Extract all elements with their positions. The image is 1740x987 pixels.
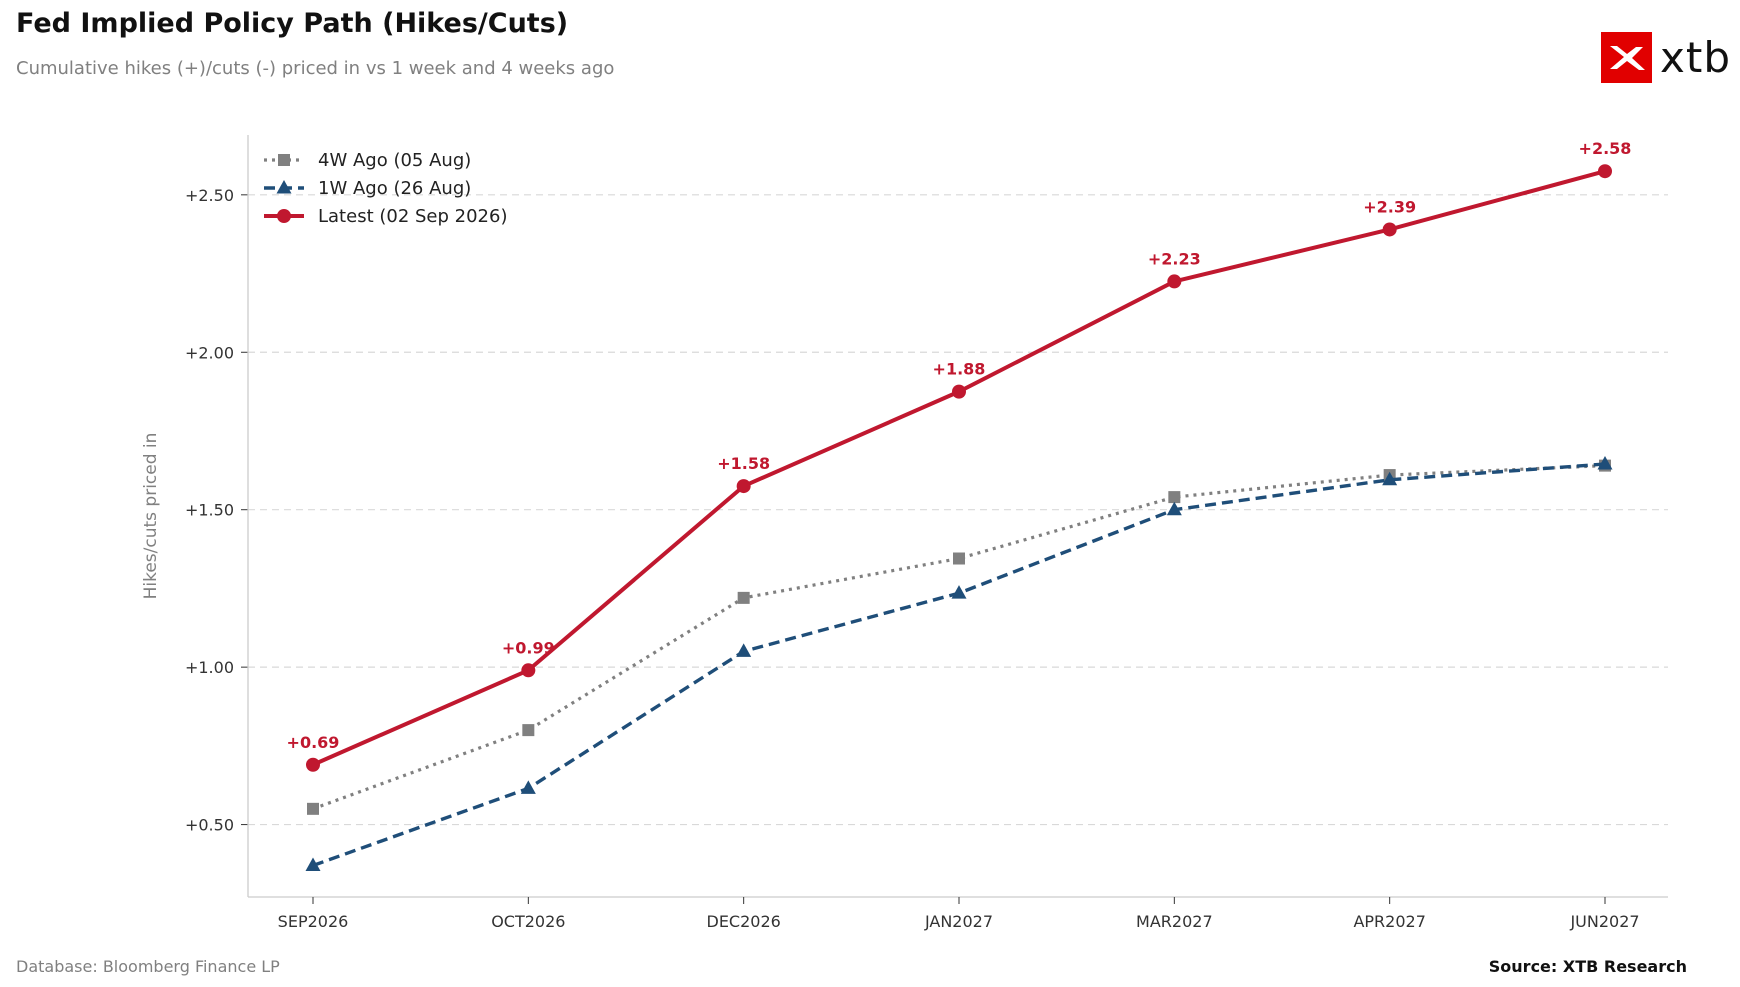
legend-item: Latest (02 Sep 2026) xyxy=(264,206,507,227)
series-2 xyxy=(305,456,1613,872)
data-point-triangle xyxy=(951,585,967,599)
series-1 xyxy=(307,459,1611,815)
data-point-circle xyxy=(1382,222,1397,237)
xtb-x-icon xyxy=(1601,32,1652,83)
data-label: +0.69 xyxy=(287,733,340,752)
data-point-circle xyxy=(1598,164,1612,179)
grid-lines xyxy=(248,194,1668,826)
chart-subtitle: Cumulative hikes (+)/cuts (-) priced in … xyxy=(16,58,615,79)
y-tick-label: +1.50 xyxy=(185,501,234,520)
brand-logo-text: xtb xyxy=(1660,33,1731,82)
series-line xyxy=(312,169,1606,767)
source-note: Source: XTB Research xyxy=(1488,957,1687,976)
data-point-triangle xyxy=(1597,456,1613,470)
data-point-triangle xyxy=(305,857,321,872)
data-point-circle xyxy=(736,479,751,494)
data-point-circle xyxy=(277,209,291,223)
x-tick-label: MAR2027 xyxy=(1136,912,1213,931)
data-label: +2.23 xyxy=(1148,249,1201,268)
legend-label: Latest (02 Sep 2026) xyxy=(318,206,507,227)
x-tick-label: OCT2026 xyxy=(491,912,565,931)
x-tick-label: APR2027 xyxy=(1353,912,1425,931)
data-point-circle xyxy=(1167,274,1182,289)
brand-logo: xtb xyxy=(1601,32,1731,83)
data-point-square xyxy=(737,591,750,604)
legend-item: 1W Ago (26 Aug) xyxy=(264,178,471,199)
y-tick-label: +2.00 xyxy=(185,343,234,362)
data-point-square xyxy=(953,552,965,565)
series-line xyxy=(312,462,1606,868)
data-point-triangle xyxy=(736,643,752,657)
y-tick-label: +2.50 xyxy=(185,186,234,205)
chart-title: Fed Implied Policy Path (Hikes/Cuts) xyxy=(16,8,569,39)
data-labels: +0.69 +0.99 +1.58 +1.88 +2.23 +2.39 +2.58 xyxy=(287,139,1632,752)
y-axis-label: Hikes/cuts priced in xyxy=(141,433,161,600)
x-tick-label: DEC2026 xyxy=(707,912,781,931)
data-label: +1.58 xyxy=(717,454,770,473)
axes: +0.50 +1.00 +1.50 +2.00 +2.50 SEP2026 OCT2026 D… xyxy=(141,135,1668,931)
data-label: +1.88 xyxy=(933,360,986,379)
data-point-square xyxy=(1168,491,1181,504)
data-point-square xyxy=(278,154,290,166)
data-point-circle xyxy=(952,384,966,399)
data-label: +2.39 xyxy=(1363,197,1416,216)
legend-label: 4W Ago (05 Aug) xyxy=(318,150,471,171)
data-point-triangle xyxy=(1166,501,1182,516)
data-point-square xyxy=(307,802,319,815)
x-tick-label: JAN2027 xyxy=(924,912,993,931)
data-point-square xyxy=(522,724,535,737)
data-label: +2.58 xyxy=(1579,139,1632,158)
data-point-triangle xyxy=(276,180,292,194)
data-point-triangle xyxy=(1382,471,1398,486)
series-3 xyxy=(306,164,1612,772)
series-layer xyxy=(305,164,1613,872)
series-line xyxy=(312,464,1606,811)
data-label: +0.99 xyxy=(502,638,555,657)
legend: 4W Ago (05 Aug) 1W Ago (26 Aug) Latest (02… xyxy=(264,150,507,227)
y-tick-label: +0.50 xyxy=(185,816,234,835)
legend-label: 1W Ago (26 Aug) xyxy=(318,178,471,199)
database-note: Database: Bloomberg Finance LP xyxy=(16,957,280,976)
x-tick-label: SEP2026 xyxy=(278,912,349,931)
y-tick-label: +1.00 xyxy=(185,658,234,677)
data-point-circle xyxy=(521,663,536,678)
x-tick-label: JUN2027 xyxy=(1569,912,1639,931)
legend-item: 4W Ago (05 Aug) xyxy=(264,150,471,171)
data-point-circle xyxy=(306,757,320,772)
data-point-triangle xyxy=(520,780,536,794)
